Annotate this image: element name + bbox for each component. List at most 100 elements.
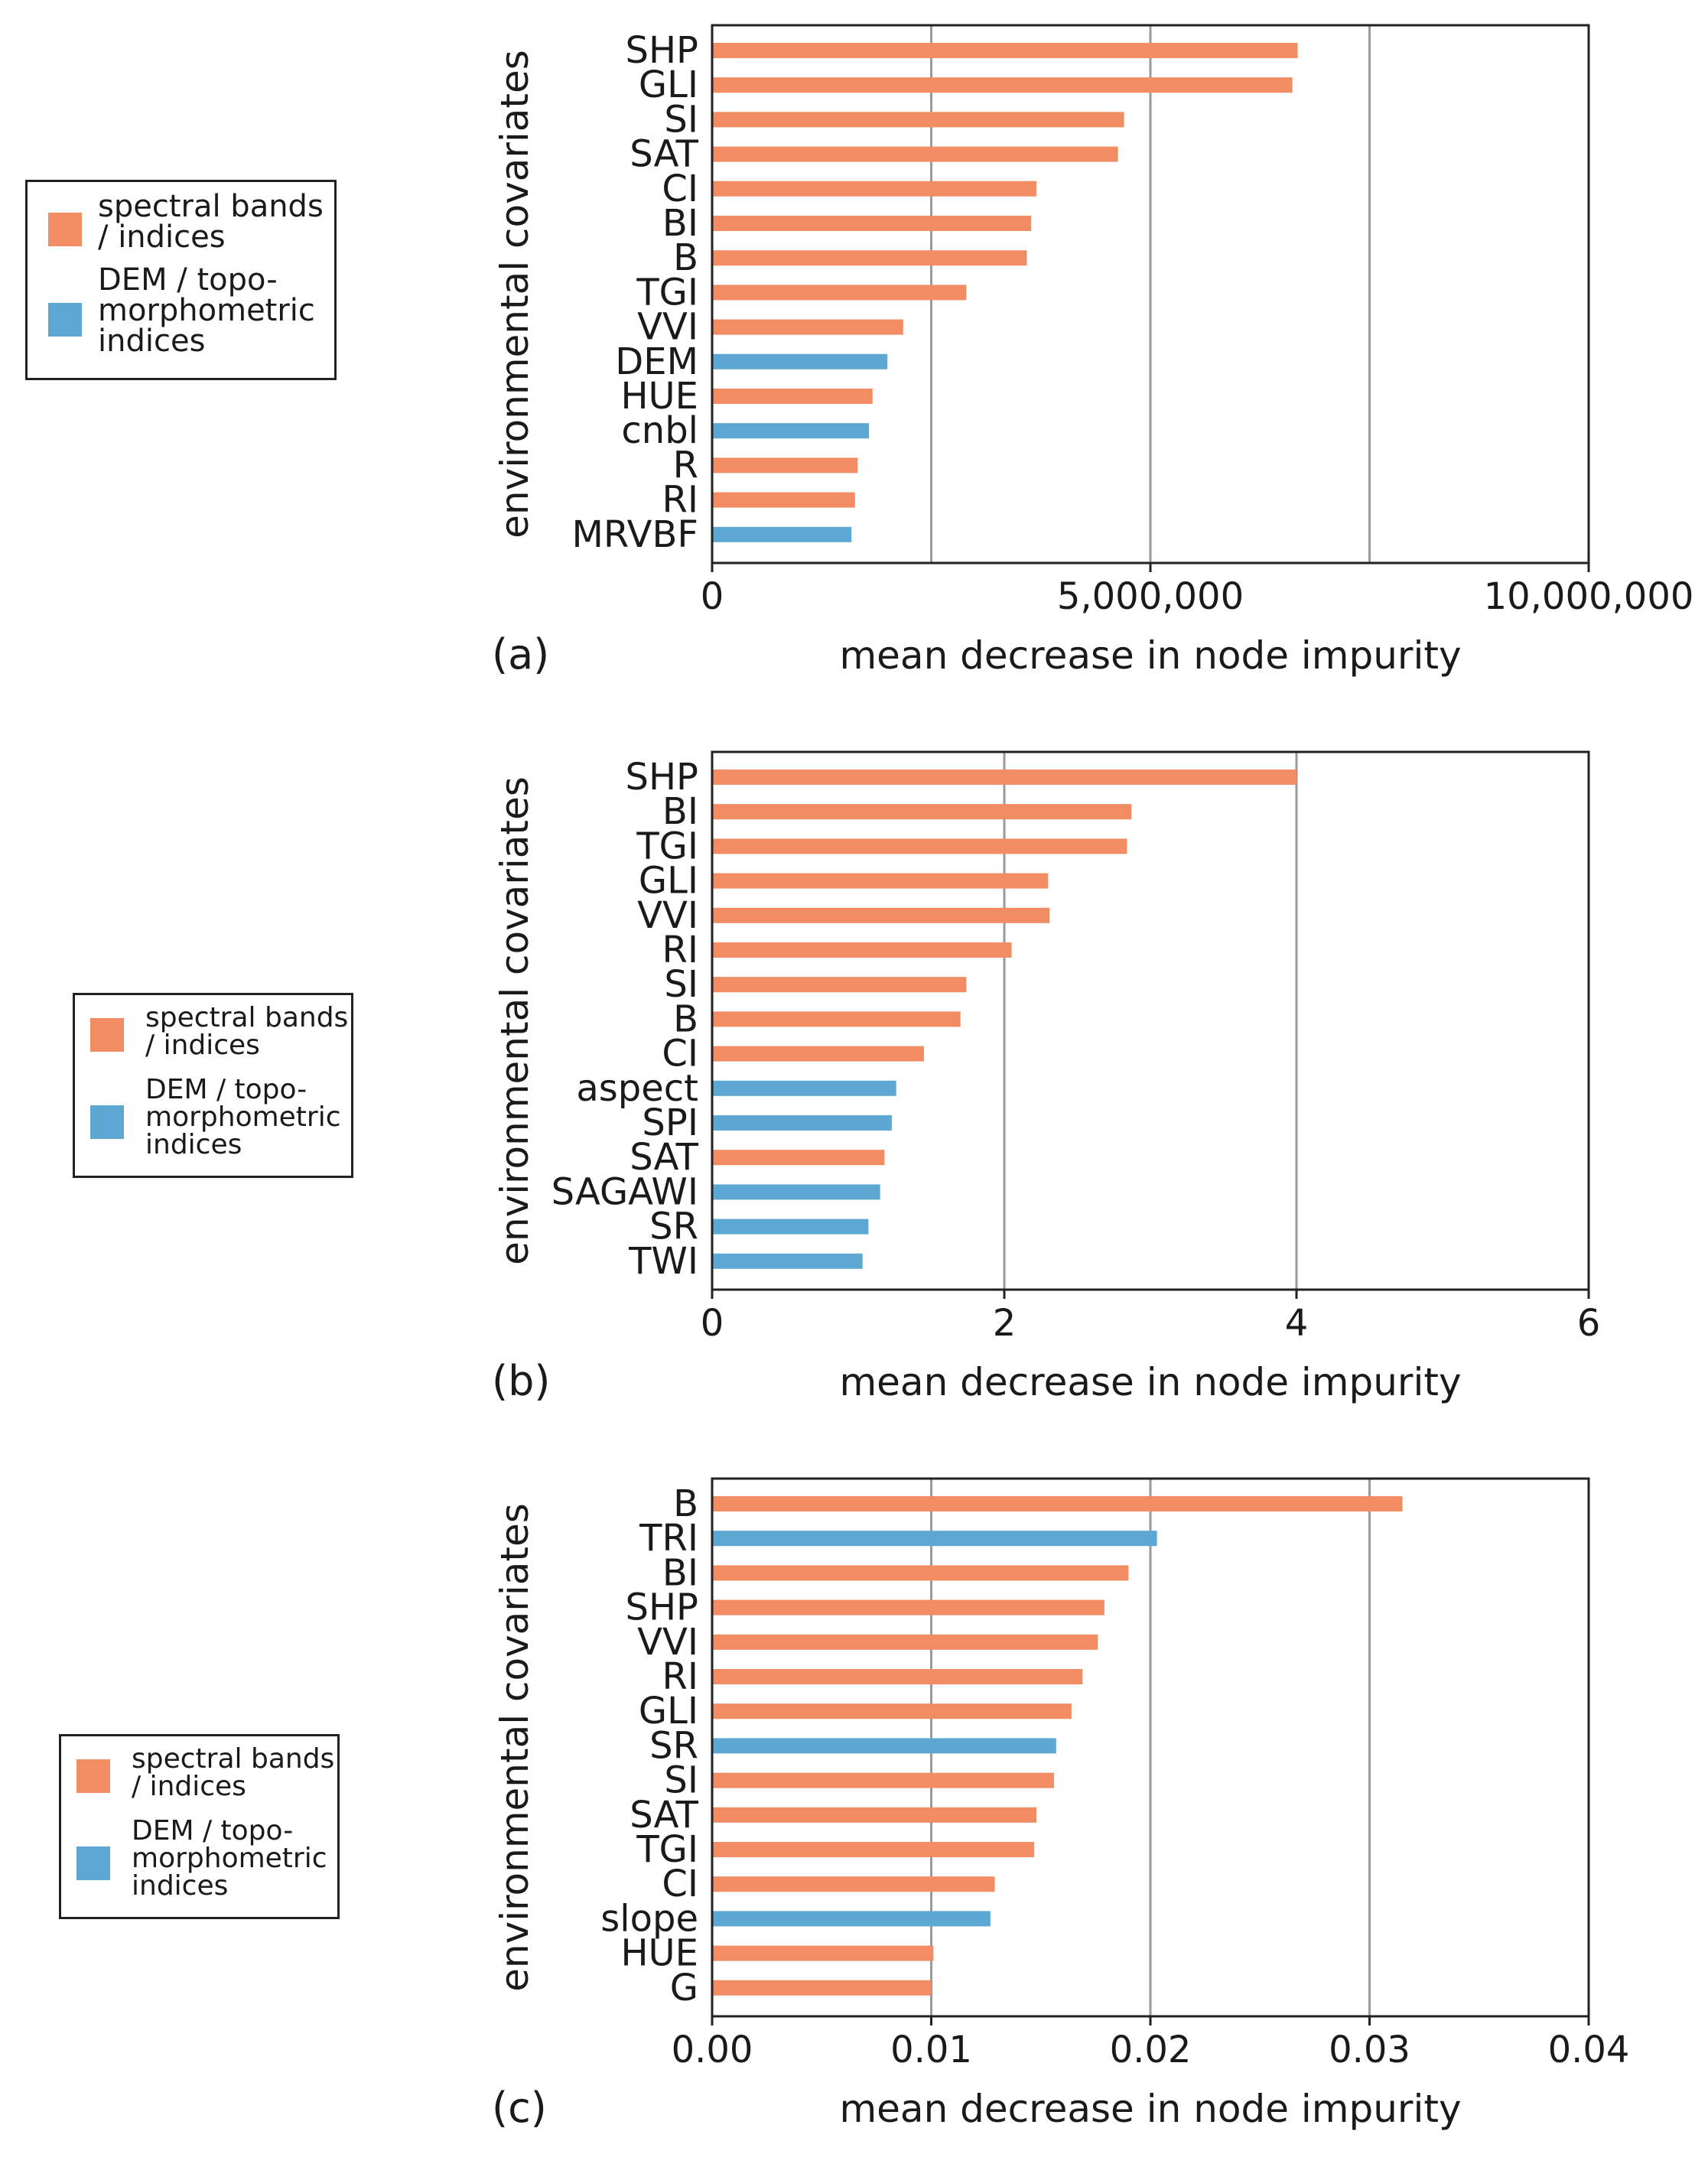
category-label: SAT [630, 1794, 698, 1837]
y-axis-title: environmental covariates [493, 50, 537, 538]
category-label: CI [662, 1863, 698, 1905]
bar-g [712, 1980, 932, 1996]
legend-swatch-dem [90, 1105, 124, 1139]
bar-tgi [712, 838, 1127, 854]
legend-swatch-spectral [76, 1759, 110, 1793]
category-label: BI [662, 1551, 698, 1594]
bar-mrvbf [712, 526, 852, 542]
category-label: VVI [637, 306, 698, 349]
x-tick-label: 2 [993, 1302, 1017, 1345]
category-label: RI [662, 479, 698, 522]
category-label: cnbl [621, 409, 698, 452]
bar-vvi [712, 319, 903, 335]
bar-bi [712, 216, 1032, 231]
bar-chart-b: SHPBITGIGLIVVIRISIBCIaspectSPISATSAGAWIS… [492, 750, 1600, 1405]
legend-label-spectral: spectral bands / indices [145, 1002, 349, 1061]
category-label: SR [649, 1206, 698, 1248]
x-tick-label: 0.02 [1110, 2029, 1192, 2071]
category-label: GLI [639, 63, 698, 106]
bar-ci [712, 1876, 995, 1892]
legend-swatch-dem [76, 1846, 110, 1880]
x-tick-label: 5,000,000 [1057, 575, 1244, 618]
bar-ri [712, 492, 855, 508]
bar-shp [712, 1599, 1105, 1615]
category-label: slope [600, 1897, 698, 1940]
category-label: SHP [625, 756, 698, 799]
bar-r [712, 457, 858, 473]
panel-label: (a) [492, 630, 549, 678]
bar-vvi [712, 907, 1050, 923]
x-tick-label: 0.00 [672, 2029, 753, 2071]
bar-gli [712, 873, 1049, 889]
category-label: CI [662, 1033, 698, 1075]
category-label: CI [662, 168, 698, 210]
legend-a: spectral bands / indices DEM / topo-morph… [25, 180, 337, 380]
category-label: TGI [636, 1828, 698, 1871]
category-label: BI [662, 202, 698, 245]
legend-label-dem: DEM / topo-morphometric indices [145, 1074, 341, 1160]
x-axis-title: mean decrease in node impurity [839, 1360, 1461, 1404]
bar-sr [712, 1219, 869, 1235]
legend-label-dem: DEM / topo-morphometric indices [132, 1815, 327, 1902]
bar-cnbl [712, 423, 870, 439]
x-tick-label: 0.04 [1548, 2029, 1630, 2071]
bar-ri [712, 1669, 1083, 1684]
bar-spi [712, 1115, 892, 1131]
category-label: DEM [615, 340, 698, 383]
legend-swatch-dem [48, 303, 82, 337]
category-label: B [673, 1482, 698, 1525]
category-label: SAT [630, 133, 698, 176]
category-label: SI [664, 1759, 698, 1802]
category-label: RI [662, 1655, 698, 1698]
bar-sagawi [712, 1184, 880, 1200]
category-label: TGI [636, 825, 698, 867]
bar-si [712, 1772, 1054, 1788]
bar-si [712, 977, 967, 993]
bar-ci [712, 1046, 924, 1062]
bar-shp [712, 43, 1298, 58]
bar-tgi [712, 1842, 1035, 1857]
bar-hue [712, 1945, 934, 1961]
category-label: SAGAWI [551, 1170, 698, 1213]
bar-hue [712, 389, 873, 404]
chart-panel-c: B TRI BI SHP VVI RI GLI SR SI SAT TGI CI slope HUE G 0.… [0, 1453, 1708, 2180]
category-label: G [670, 1967, 698, 2009]
bar-sr [712, 1738, 1056, 1754]
bar-dem [712, 353, 888, 369]
legend-label-spectral: spectral bands / indices [98, 189, 324, 255]
category-label: SI [664, 98, 698, 141]
chart-panel-a: SHP GLI SI SAT CI BI B TGI VVI DEM HUE cnbl R RI MRVBF… [0, 0, 1708, 727]
x-axis-title: mean decrease in node impurity [839, 633, 1461, 678]
bar-shp [712, 770, 1296, 785]
x-tick-label: 0 [701, 575, 724, 618]
bar-b [712, 1496, 1403, 1511]
category-label: GLI [639, 860, 698, 903]
y-axis-title: environmental covariates [493, 776, 537, 1265]
category-label: B [673, 997, 698, 1040]
category-label: SPI [642, 1101, 698, 1144]
bar-b [712, 250, 1027, 266]
bar-ci [712, 181, 1037, 197]
bar-bi [712, 1565, 1129, 1581]
bar-si [712, 112, 1124, 128]
panel-label: (c) [492, 2084, 547, 2132]
category-label: VVI [637, 1621, 698, 1664]
category-label: VVI [637, 894, 698, 937]
bar-sat [712, 146, 1118, 162]
chart-panel-b: SHP BI TGI GLI VVI RI SI B CI aspect SPI SAT SAGAWI S… [0, 727, 1708, 1453]
category-label: TRI [639, 1517, 698, 1560]
category-label: SR [649, 1724, 698, 1767]
category-label: MRVBF [571, 513, 698, 556]
x-tick-label: 0.01 [890, 2029, 972, 2071]
bar-sat [712, 1150, 885, 1166]
bar-sat [712, 1807, 1037, 1823]
category-label: RI [662, 929, 698, 971]
category-label: HUE [620, 1932, 698, 1975]
x-tick-label: 10,000,000 [1484, 575, 1694, 618]
category-label: BI [662, 790, 698, 833]
bar-tgi [712, 285, 967, 301]
legend-label-dem: DEM / topo-morphometric indices [98, 262, 315, 359]
category-label: TWI [628, 1240, 698, 1283]
bar-twi [712, 1253, 863, 1269]
category-label: TGI [636, 271, 698, 314]
